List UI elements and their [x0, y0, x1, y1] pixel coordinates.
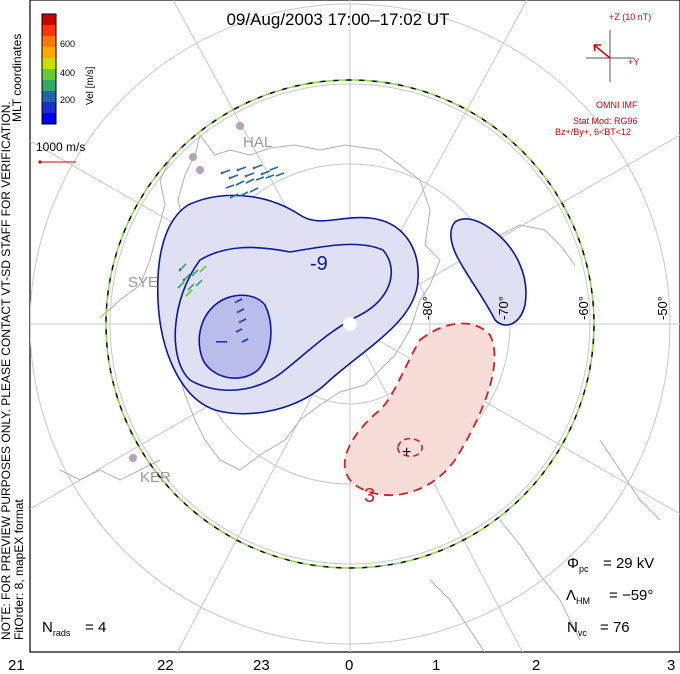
latitude-label-70: -70° [496, 296, 511, 320]
positive-contour-label: 3 [364, 485, 375, 507]
colorbar-cell [42, 69, 56, 81]
imf-vector-head [593, 44, 601, 52]
negative-potential-cell-east [450, 218, 527, 326]
hm-boundary-model [105, 79, 595, 569]
mlt-label-3: 3 [667, 657, 675, 674]
positive-inner-contour [397, 437, 423, 458]
imf-z-axis-label: +Z (10 nT) [609, 12, 651, 22]
phi-pc-value: = 29 kV [603, 555, 654, 572]
colorbar-cell [42, 47, 56, 59]
nvc-value: = 76 [600, 619, 630, 636]
station-marker-hal [236, 122, 244, 130]
colorbar-tick-600: 600 [60, 39, 75, 49]
colorbar-cell [42, 14, 56, 26]
colorbar-tick-200: 200 [60, 95, 75, 105]
positive-potential-cell [343, 322, 496, 497]
nrads-value: = 4 [85, 619, 106, 636]
colorbar-label: Vel [m/s] [85, 66, 96, 105]
reference-vector-label: 1000 m/s [36, 140, 85, 154]
colorbar-cell [42, 102, 56, 114]
latitude-label-80: -80° [420, 296, 435, 320]
preview-note: NOTE: FOR PREVIEW PURPOSES ONLY. PLEASE … [0, 101, 13, 640]
mlt-label-23: 23 [253, 657, 270, 674]
colorbar-cell [42, 36, 56, 48]
radar-stations: HAL SYE KER [128, 122, 272, 486]
colorbar-cell [42, 91, 56, 103]
imf-vector-arrow [593, 44, 611, 59]
map-title: 09/Aug/2003 17:00–17:02 UT [226, 10, 449, 29]
colorbar-cell [42, 25, 56, 37]
mlt-axis: 21 22 23 0 1 2 3 [8, 657, 675, 674]
imf-dial: +Z (10 nT) +Y OMNI IMF Stat Mod: RG96 Bz… [555, 12, 651, 137]
velocity-vectors [177, 164, 285, 343]
pole-marker [343, 317, 357, 331]
latitude-label-50: -50° [655, 296, 670, 320]
colorbar-cell [42, 80, 56, 92]
negative-potential-contour-inner [198, 294, 272, 379]
potential-minimum-marker: – [216, 330, 228, 352]
reference-vector-origin [38, 160, 42, 164]
latitude-label-60: -60° [576, 296, 591, 320]
negative-contour-label: -9 [310, 253, 328, 275]
velocity-colorbar: 600 400 200 Vel [m/s] [41, 13, 96, 125]
potential-maximum-marker: + [402, 444, 411, 461]
mlt-label-2: 2 [532, 657, 540, 674]
mlt-label-0: 0 [345, 657, 353, 674]
lambda-hm-value: = −59° [609, 587, 653, 604]
coordinates-label: MLT coordinates [10, 34, 24, 122]
colorbar-tick-400: 400 [60, 68, 75, 78]
station-marker-sye-1 [189, 153, 197, 161]
station-marker-ker [129, 454, 137, 462]
imf-source-label: OMNI IMF [596, 100, 638, 110]
mlt-label-21: 21 [8, 657, 25, 674]
imf-y-axis-label: +Y [628, 57, 639, 67]
stat-model-condition: Bz+/By+, 6<BT<12 [555, 127, 631, 137]
station-label-sye: SYE [128, 274, 158, 291]
stat-model-label: Stat Mod: RG96 [573, 116, 638, 126]
station-label-ker: KER [140, 469, 171, 486]
mlt-label-22: 22 [157, 657, 174, 674]
colorbar-cell [42, 113, 56, 125]
station-marker-sye-2 [196, 166, 204, 174]
fit-order-label: FitOrder: 8, mapEX format [12, 499, 26, 640]
mlt-label-1: 1 [432, 657, 440, 674]
colorbar-cell [42, 58, 56, 70]
station-label-hal: HAL [243, 134, 272, 151]
